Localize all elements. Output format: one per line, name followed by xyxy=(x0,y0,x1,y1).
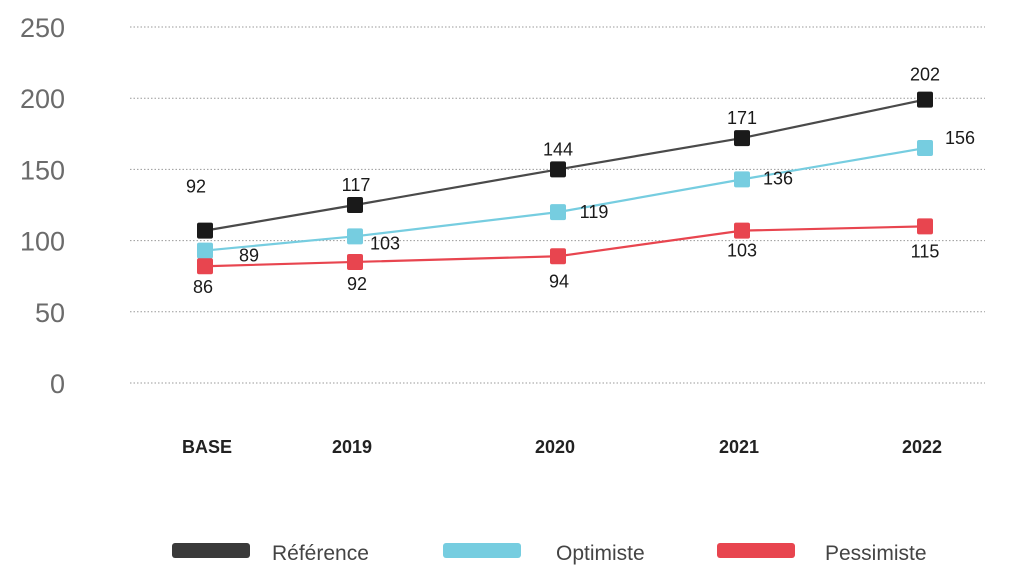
series-pessimiste xyxy=(197,218,933,275)
legend-label: Référence xyxy=(272,542,369,565)
legend-swatch xyxy=(717,543,795,558)
x-tick-label: 2022 xyxy=(902,437,942,457)
data-point-marker xyxy=(197,222,213,239)
x-axis: BASE 2019 2020 2021 2022 xyxy=(182,437,942,457)
data-label: 94 xyxy=(549,271,569,291)
series-référence xyxy=(197,91,933,239)
x-tick-label: 2020 xyxy=(535,437,575,457)
data-label: 156 xyxy=(945,128,975,148)
legend-swatch xyxy=(443,543,521,558)
data-label: 119 xyxy=(580,202,609,222)
data-point-marker xyxy=(734,171,750,188)
x-tick-label: 2019 xyxy=(332,437,372,457)
data-point-marker xyxy=(347,253,363,270)
data-label: 86 xyxy=(193,277,213,297)
data-label: 92 xyxy=(347,274,367,294)
legend: Référence Optimiste Pessimiste xyxy=(172,542,927,565)
y-tick-label: 250 xyxy=(20,13,65,43)
y-tick-label: 150 xyxy=(20,155,65,185)
data-point-marker xyxy=(197,242,213,259)
y-tick-label: 0 xyxy=(50,369,65,399)
data-point-marker xyxy=(550,161,566,178)
data-label: 92 xyxy=(186,177,206,197)
data-point-marker xyxy=(917,218,933,235)
data-label: 115 xyxy=(911,241,940,261)
data-label: 89 xyxy=(239,246,259,266)
data-point-marker xyxy=(734,130,750,147)
data-point-marker xyxy=(347,228,363,245)
legend-item: Référence xyxy=(172,542,369,565)
data-point-marker xyxy=(734,222,750,239)
data-point-marker xyxy=(550,204,566,221)
legend-swatch xyxy=(172,543,250,558)
legend-label: Pessimiste xyxy=(825,542,927,565)
data-label: 117 xyxy=(342,175,371,195)
data-label: 144 xyxy=(543,139,573,159)
legend-item: Pessimiste xyxy=(717,542,927,565)
data-point-marker xyxy=(917,91,933,108)
x-tick-label: 2021 xyxy=(719,437,759,457)
y-tick-label: 100 xyxy=(20,227,65,257)
y-axis: 0 50 100 150 200 250 xyxy=(20,13,65,399)
data-labels: 92 117 144 171 202 89 103 119 136 156 86 92 94 103 115 xyxy=(186,65,975,298)
data-label: 103 xyxy=(727,241,757,261)
data-label: 103 xyxy=(370,233,400,253)
data-label: 202 xyxy=(910,65,940,85)
series-optimiste xyxy=(197,140,933,259)
y-tick-label: 50 xyxy=(35,298,65,328)
legend-item: Optimiste xyxy=(443,542,645,565)
data-label: 171 xyxy=(727,108,757,128)
data-label: 136 xyxy=(763,168,793,188)
data-point-marker xyxy=(917,140,933,157)
data-point-marker xyxy=(347,197,363,213)
series xyxy=(197,91,933,275)
data-point-marker xyxy=(550,248,566,265)
legend-label: Optimiste xyxy=(556,542,645,565)
y-tick-label: 200 xyxy=(20,84,65,114)
data-point-marker xyxy=(197,258,213,275)
x-tick-label: BASE xyxy=(182,437,232,457)
